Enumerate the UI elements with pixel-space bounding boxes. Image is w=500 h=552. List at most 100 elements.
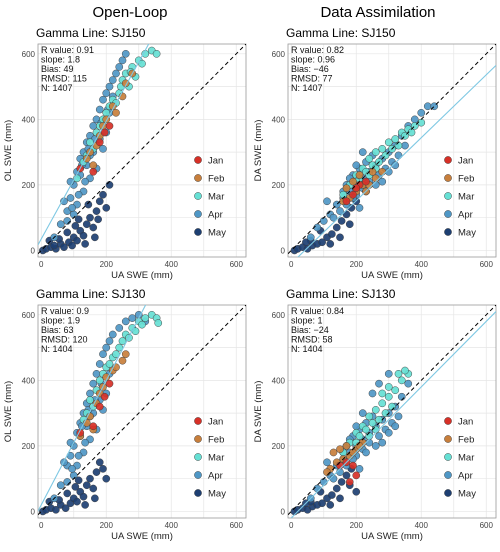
point-apr: [397, 392, 406, 401]
point-jan: [100, 392, 109, 401]
point-apr: [394, 412, 403, 421]
y-axis-label: DA SWE (mm): [253, 381, 264, 443]
point-apr: [384, 428, 393, 437]
point-jan: [100, 128, 109, 137]
legend-marker-feb: [444, 174, 452, 182]
point-jan: [349, 190, 357, 199]
x-tick-label: 600: [480, 521, 494, 530]
point-mar: [378, 399, 387, 408]
stats-line: R value: 0.9: [41, 306, 89, 316]
point-apr: [56, 220, 65, 229]
point-apr: [355, 204, 364, 212]
point-mar: [391, 386, 400, 395]
plot-frame: [37, 304, 247, 519]
point-may: [92, 207, 101, 215]
point-feb: [329, 448, 338, 457]
point-may: [89, 484, 98, 493]
point-apr: [121, 50, 130, 58]
point-apr: [306, 233, 315, 242]
x-tick-label: 0: [289, 260, 294, 269]
point-feb: [121, 350, 130, 358]
point-jan: [345, 478, 354, 486]
point-mar: [86, 138, 94, 147]
stats-line: N: 1404: [41, 344, 73, 354]
point-apr: [118, 56, 127, 65]
regression-line: [38, 305, 147, 512]
point-may: [91, 233, 99, 242]
stats-line: R value: 0.82: [291, 45, 344, 55]
legend-label-feb: Feb: [458, 435, 474, 446]
point-may: [342, 471, 351, 480]
x-axis-label: UA SWE (mm): [111, 270, 173, 281]
point-apr: [121, 317, 130, 326]
point-apr: [410, 115, 419, 124]
point-mar: [378, 389, 387, 398]
legend-marker-feb: [444, 435, 452, 443]
legend-label-mar: Mar: [458, 453, 474, 464]
legend-marker-jan: [444, 417, 452, 425]
panel-ol-sj130: 00 200 200 400 400 600 600 UA SWE (mm) OL SWE (m…: [3, 287, 247, 542]
x-tick-label: 400: [165, 521, 179, 530]
legend-marker-feb: [194, 174, 202, 182]
point-may: [102, 474, 111, 483]
column-title-open-loop: Open-Loop: [92, 4, 167, 21]
y-tick-label: 200: [22, 181, 36, 190]
point-feb: [349, 177, 357, 186]
legend-marker-apr: [194, 210, 202, 218]
y-tick-label: 600: [272, 50, 286, 59]
stats-line: RMSD: 115: [41, 74, 87, 84]
point-apr: [423, 102, 432, 111]
panel-da-sj130: 00 200 200 400 400 600 600 UA SWE (mm) DA SWE (m…: [253, 287, 497, 542]
point-may: [63, 489, 72, 498]
point-feb: [112, 108, 120, 117]
point-may: [63, 228, 72, 237]
point-apr: [378, 177, 387, 186]
point-apr: [108, 76, 117, 84]
point-apr: [355, 465, 364, 473]
stats-line: R value: 0.84: [291, 306, 344, 316]
point-apr: [68, 204, 76, 212]
point-feb: [118, 356, 127, 365]
point-apr: [313, 223, 322, 232]
point-feb: [342, 184, 351, 193]
y-tick-label: 0: [281, 246, 286, 255]
y-tick-label: 0: [31, 246, 36, 255]
x-tick-label: 400: [165, 260, 179, 269]
point-jan: [342, 197, 351, 206]
legend-label-feb: Feb: [208, 435, 224, 446]
point-feb: [371, 174, 380, 183]
point-mar: [417, 118, 426, 127]
one-to-one-line: [38, 305, 246, 516]
x-tick-label: 0: [39, 521, 44, 530]
y-tick-label: 600: [22, 50, 36, 59]
points-layer: [290, 102, 439, 255]
point-may: [352, 487, 361, 496]
point-may: [345, 220, 354, 229]
x-tick-label: 600: [230, 521, 244, 530]
legend-marker-jan: [194, 417, 202, 425]
legend-label-mar: Mar: [208, 192, 224, 203]
point-apr: [371, 442, 380, 450]
point-feb: [355, 171, 364, 179]
stats-line: slope: 0.96: [291, 55, 335, 65]
point-feb: [368, 167, 377, 176]
points-layer: [290, 366, 413, 516]
y-tick-label: 600: [272, 311, 286, 320]
point-mar: [365, 412, 374, 421]
point-may: [50, 241, 59, 250]
x-axis-label: UA SWE (mm): [361, 270, 423, 281]
point-may: [337, 478, 346, 486]
x-tick-label: 200: [100, 260, 114, 269]
point-may: [332, 484, 341, 493]
point-jan: [362, 177, 370, 186]
panel-title: Gamma Line: SJ130: [36, 287, 146, 301]
stats-line: Bias: −24: [291, 325, 329, 335]
point-may: [91, 494, 99, 503]
legend-label-apr: Apr: [208, 471, 223, 482]
point-apr: [362, 448, 370, 457]
stats-line: slope: 1: [291, 316, 323, 326]
legend-label-may: May: [208, 489, 226, 500]
point-apr: [358, 148, 367, 156]
y-tick-label: 0: [281, 507, 286, 516]
point-may: [81, 240, 89, 248]
